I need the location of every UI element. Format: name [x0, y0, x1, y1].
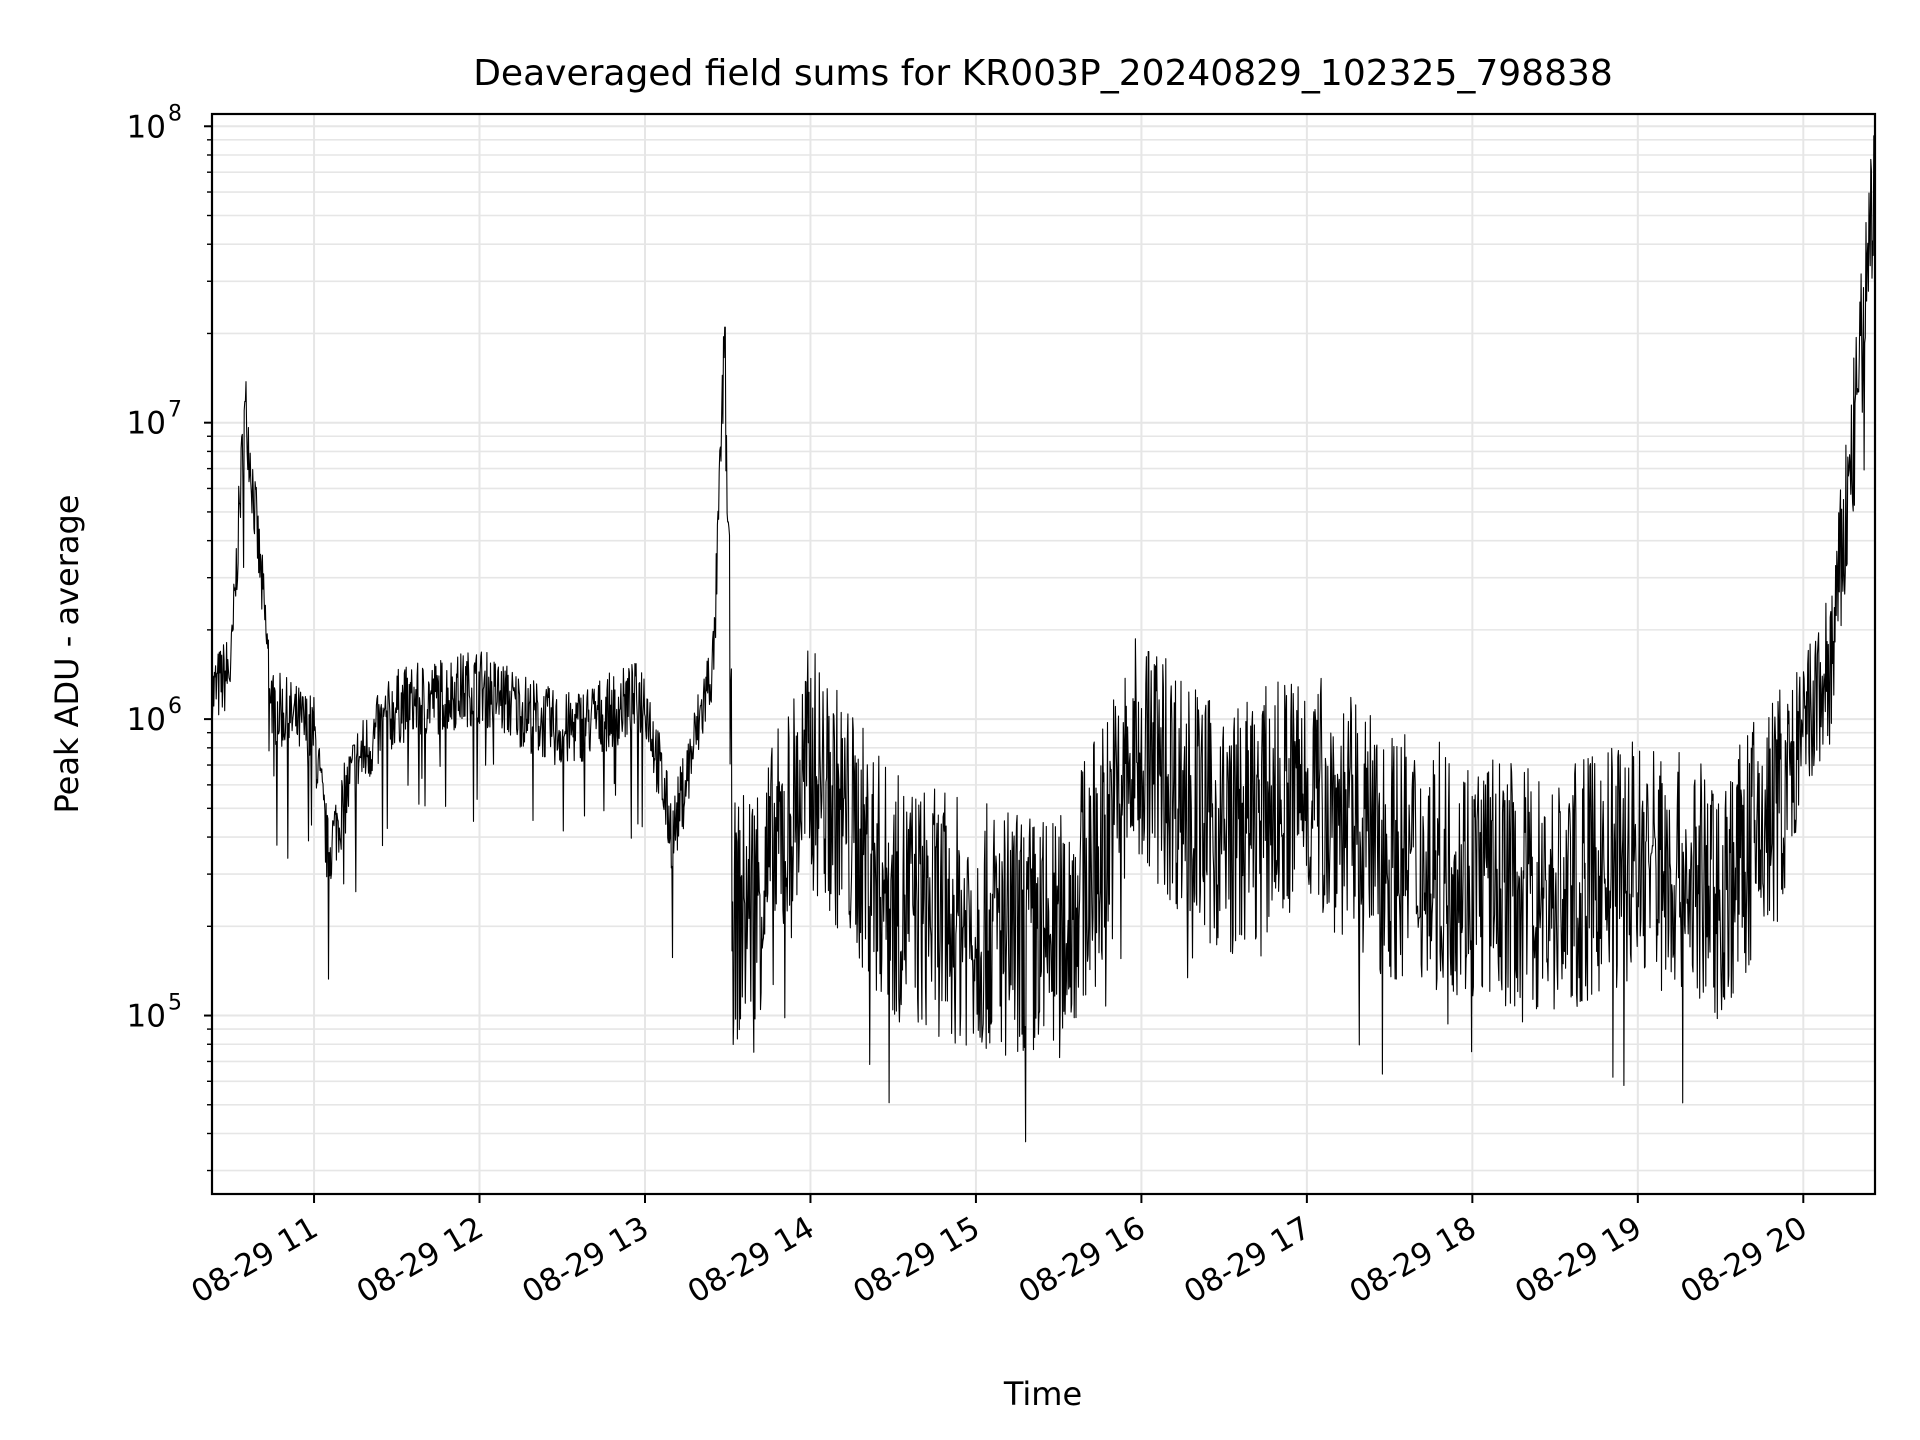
- y-tick-exponent: 8: [168, 101, 182, 126]
- y-tick-base: 10: [127, 702, 166, 738]
- x-tick-label: 08-29 19: [1509, 1210, 1648, 1311]
- plot-frame: [210, 112, 1877, 1196]
- x-axis-label: Time: [1003, 1375, 1082, 1413]
- x-tick-label: 08-29 15: [847, 1210, 986, 1311]
- y-tick-label: 10 5: [127, 991, 182, 1035]
- x-tick-label: 08-29 13: [516, 1210, 655, 1311]
- series-line: [211, 135, 1875, 1143]
- y-tick-label: 10 8: [127, 101, 182, 145]
- x-tick-label: 08-29 18: [1344, 1210, 1483, 1311]
- y-tick-label: 10 7: [127, 398, 182, 442]
- x-tick-label: 08-29 20: [1675, 1210, 1814, 1311]
- x-tick-label: 08-29 14: [682, 1210, 821, 1311]
- y-tick-label: 10 6: [127, 694, 182, 738]
- x-tick-label: 08-29 17: [1178, 1210, 1317, 1311]
- grid-lines: [212, 114, 1875, 1194]
- y-tick-exponent: 7: [168, 398, 182, 423]
- x-tick-label: 08-29 12: [351, 1210, 490, 1311]
- chart-title: Deaveraged field sums for KR003P_2024082…: [473, 53, 1613, 94]
- series-layer: [211, 135, 1875, 1143]
- x-tick-label: 08-29 11: [185, 1210, 324, 1311]
- y-tick-base: 10: [127, 109, 166, 145]
- y-tick-base: 10: [127, 999, 166, 1035]
- y-tick-base: 10: [127, 406, 166, 442]
- x-tick-label: 08-29 16: [1013, 1210, 1152, 1311]
- y-tick-exponent: 6: [168, 694, 182, 719]
- y-tick-exponent: 5: [168, 991, 182, 1016]
- y-axis-label: Peak ADU - average: [48, 495, 86, 814]
